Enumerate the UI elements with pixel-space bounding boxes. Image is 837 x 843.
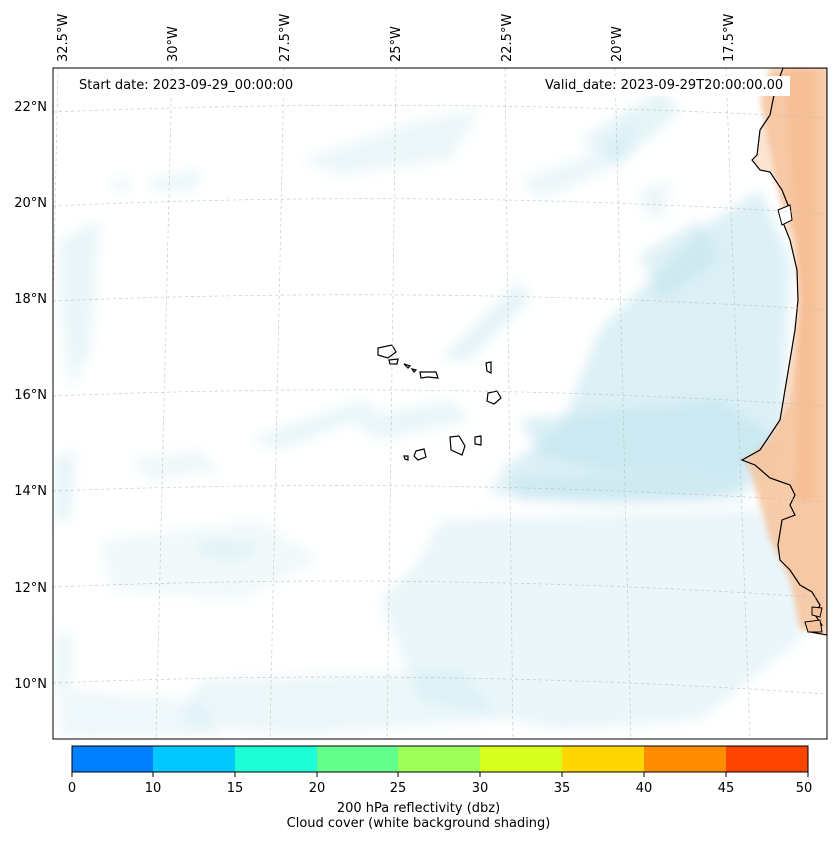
colorbar-caption-line2: Cloud cover (white background shading) — [286, 816, 551, 831]
colorbar-bin-8 — [726, 746, 808, 772]
colorbar-tick-30: 30 — [472, 781, 489, 796]
colorbar-bin-5 — [480, 746, 562, 772]
lat-label-18n: 18°N — [14, 292, 47, 307]
reflectivity-shading — [745, 68, 827, 630]
colorbar-tick-20: 20 — [309, 781, 326, 796]
colorbar-tick-40: 40 — [636, 781, 653, 796]
colorbar-bin-2 — [235, 746, 317, 772]
lon-label-25w: 25°W — [389, 26, 404, 62]
lon-label-22-5w: 22.5°W — [500, 14, 515, 62]
colorbar-tick-35: 35 — [554, 781, 571, 796]
lat-label-16n: 16°N — [14, 388, 47, 403]
lon-label-27-5w: 27.5°W — [278, 14, 293, 62]
colorbar-bin-6 — [562, 746, 644, 772]
cloud-cover-shading — [55, 90, 820, 738]
colorbar-tick-10: 10 — [145, 781, 162, 796]
map-frame — [52, 67, 828, 740]
valid-date-label: Valid_date: 2023-09-29T20:00:00.00 — [538, 76, 791, 96]
lon-label-30w: 30°W — [166, 26, 181, 62]
colorbar-tick-25: 25 — [390, 781, 407, 796]
colorbar-tick-45: 45 — [718, 781, 735, 796]
colorbar-tick-15: 15 — [227, 781, 244, 796]
colorbar-bin-4 — [398, 746, 480, 772]
lat-label-22n: 22°N — [14, 100, 47, 115]
colorbar-bin-0 — [72, 746, 154, 772]
colorbar: 0 10 15 20 25 30 35 40 45 50 — [68, 745, 813, 796]
colorbar-bin-1 — [153, 746, 235, 772]
colorbar-caption-line1: 200 hPa reflectivity (dbz) — [336, 801, 501, 816]
colorbar-tick-50: 50 — [796, 781, 813, 796]
latitude-labels: 22°N 20°N 18°N 16°N 14°N 12°N 10°N — [14, 100, 47, 692]
lat-label-14n: 14°N — [14, 484, 47, 499]
lon-label-20w: 20°W — [610, 26, 625, 62]
lat-label-20n: 20°N — [14, 196, 47, 211]
lat-label-12n: 12°N — [14, 581, 47, 596]
map-area — [53, 68, 827, 739]
start-date-label: Start date: 2023-09-29_00:00:00 — [72, 76, 301, 96]
lon-label-17-5w: 17.5°W — [722, 14, 737, 62]
lon-label-32-5w: 32.5°W — [56, 14, 71, 62]
colorbar-frame — [71, 745, 809, 773]
colorbar-bin-7 — [644, 746, 726, 772]
cape-verde-islands — [377, 344, 502, 461]
gridlines — [53, 68, 827, 739]
colorbar-bin-3 — [317, 746, 399, 772]
lat-label-10n: 10°N — [14, 677, 47, 692]
colorbar-caption: 200 hPa reflectivity (dbz) Cloud cover (… — [0, 801, 837, 831]
africa-coastline — [740, 68, 827, 636]
colorbar-tick-0: 0 — [68, 781, 76, 796]
longitude-labels: 32.5°W 30°W 27.5°W 25°W 22.5°W 20°W 17.5… — [56, 14, 737, 62]
